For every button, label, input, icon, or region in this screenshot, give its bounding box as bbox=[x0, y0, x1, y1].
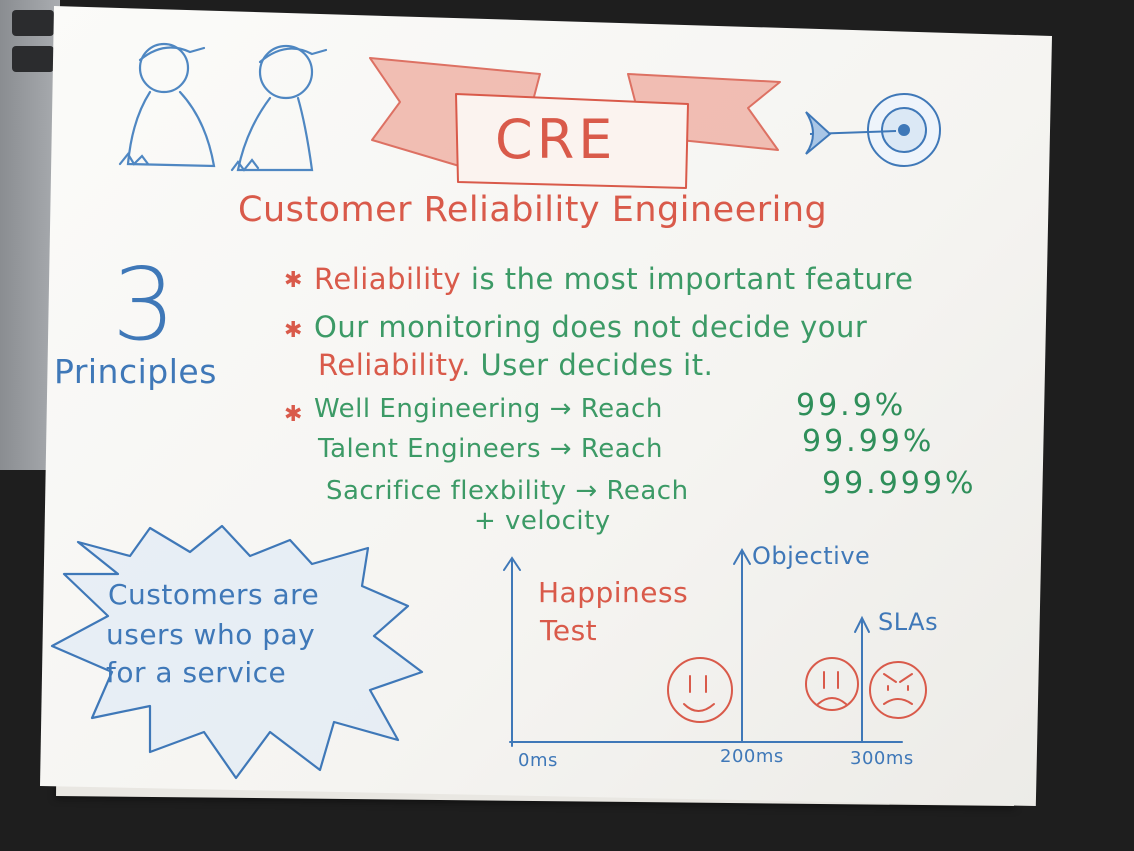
bullet-star-icon: ✱ bbox=[284, 318, 303, 343]
target-icon bbox=[805, 93, 941, 167]
reach-row: Talent Engineers → Reach bbox=[318, 434, 663, 464]
bullet-1-keyword: Reliability bbox=[314, 262, 462, 296]
reach-row-arrow: → Reach bbox=[549, 434, 663, 464]
callout-line: for a service bbox=[106, 656, 287, 689]
reach-row: Well Engineering → Reach bbox=[314, 394, 663, 424]
reach-row-arrow: → Reach bbox=[575, 476, 689, 506]
graph-title: Test bbox=[540, 614, 598, 647]
x-tick-label: 0ms bbox=[518, 750, 558, 771]
bullet-star-icon: ✱ bbox=[284, 268, 303, 293]
bullet-star-icon: ✱ bbox=[284, 402, 303, 427]
page-subtitle: Customer Reliability Engineering bbox=[238, 190, 828, 230]
happiness-graph bbox=[503, 547, 903, 747]
reach-row-label: Sacrifice flexbility bbox=[326, 476, 567, 506]
people-icon bbox=[118, 42, 328, 172]
velocity-note: + velocity bbox=[474, 506, 611, 536]
reach-row: Sacrifice flexbility → Reach bbox=[326, 476, 689, 506]
callout-line: users who pay bbox=[106, 618, 316, 651]
x-tick-label: 200ms bbox=[720, 746, 784, 767]
angry-face-icon bbox=[869, 661, 927, 719]
laptop-key bbox=[12, 46, 54, 72]
callout-line: Customers are bbox=[108, 578, 320, 611]
x-tick-label: 300ms bbox=[850, 748, 914, 769]
reach-row-arrow: → Reach bbox=[549, 394, 663, 424]
principles-label: Principles bbox=[54, 352, 217, 391]
laptop-key bbox=[12, 10, 54, 36]
objective-label: Objective bbox=[752, 542, 871, 570]
callout-burst bbox=[50, 524, 424, 780]
banner-ribbon bbox=[369, 57, 781, 189]
reach-row-label: Talent Engineers bbox=[318, 434, 542, 464]
sad-face-icon bbox=[805, 657, 859, 711]
bullet-2-line2: Reliability. User decides it. bbox=[318, 348, 713, 382]
bullet-2-text: . User decides it. bbox=[461, 348, 714, 382]
graph-title: Happiness bbox=[538, 576, 689, 609]
bullet-2-keyword: Reliability bbox=[318, 348, 462, 382]
sla-label: SLAs bbox=[878, 608, 939, 636]
reach-row-value: 99.99% bbox=[802, 424, 935, 459]
reach-row-label: Well Engineering bbox=[314, 394, 541, 424]
reach-row-value: 99.999% bbox=[822, 466, 977, 501]
principles-number: 3 bbox=[112, 246, 177, 363]
happy-face-icon bbox=[667, 657, 733, 723]
bullet-2-line1: Our monitoring does not decide your bbox=[314, 310, 868, 344]
reach-row-value: 99.9% bbox=[796, 388, 907, 423]
bullet-1-text: is the most important feature bbox=[470, 262, 914, 296]
banner-title: CRE bbox=[495, 108, 617, 171]
bullet-1: Reliability is the most important featur… bbox=[314, 262, 913, 296]
